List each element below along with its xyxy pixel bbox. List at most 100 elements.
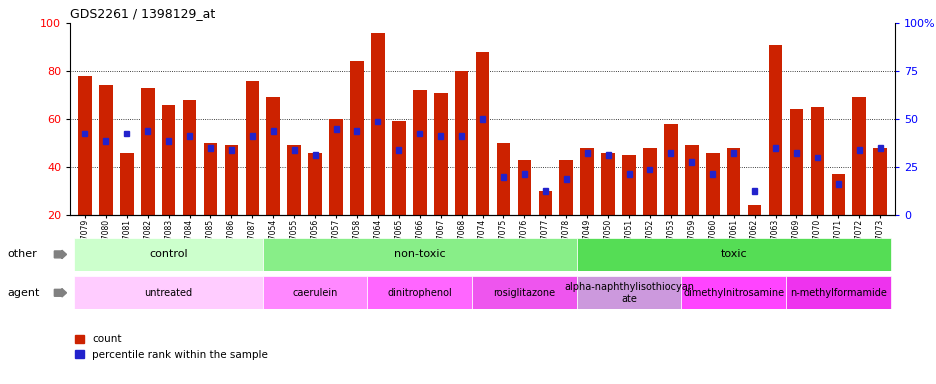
Bar — [517, 160, 531, 215]
Bar — [271, 128, 275, 134]
Bar — [187, 133, 192, 139]
Bar — [542, 188, 548, 194]
Bar — [726, 148, 739, 215]
Bar — [250, 133, 255, 139]
Bar — [877, 145, 882, 151]
Bar — [577, 238, 890, 271]
Bar — [145, 128, 150, 134]
Bar — [642, 148, 656, 215]
Text: untreated: untreated — [144, 288, 193, 298]
Bar — [680, 276, 785, 309]
Bar — [228, 147, 234, 153]
Bar — [459, 133, 463, 139]
Bar — [872, 148, 886, 215]
Bar — [262, 276, 367, 309]
Bar — [563, 176, 568, 182]
Bar — [472, 276, 577, 309]
Bar — [371, 33, 385, 215]
Bar — [166, 138, 171, 144]
Bar — [433, 93, 447, 215]
Bar — [354, 128, 359, 134]
Bar — [852, 98, 865, 215]
Bar — [308, 152, 322, 215]
Bar — [78, 76, 92, 215]
Bar — [74, 276, 262, 309]
Text: n-methylformamide: n-methylformamide — [789, 288, 885, 298]
Bar — [367, 276, 472, 309]
Text: rosiglitazone: rosiglitazone — [493, 288, 555, 298]
Bar — [538, 191, 551, 215]
Bar — [684, 146, 698, 215]
Text: other: other — [7, 249, 37, 260]
Bar — [835, 181, 840, 187]
Bar — [605, 152, 610, 158]
Legend: count, percentile rank within the sample: count, percentile rank within the sample — [76, 334, 268, 359]
Bar — [287, 146, 300, 215]
Bar — [454, 71, 468, 215]
Bar — [752, 188, 756, 194]
Bar — [120, 152, 134, 215]
Text: agent: agent — [7, 288, 40, 298]
Text: GDS2261 / 1398129_at: GDS2261 / 1398129_at — [70, 7, 215, 20]
Bar — [647, 167, 651, 172]
Bar — [82, 131, 87, 136]
Bar — [479, 116, 485, 122]
Bar — [140, 88, 154, 215]
Bar — [521, 171, 526, 177]
Text: caerulein: caerulein — [292, 288, 338, 298]
Bar — [266, 98, 280, 215]
Bar — [438, 133, 443, 139]
Bar — [768, 45, 782, 215]
Bar — [333, 126, 338, 131]
Bar — [559, 160, 573, 215]
Bar — [475, 52, 489, 215]
Bar — [601, 152, 614, 215]
Bar — [313, 152, 317, 158]
Bar — [496, 143, 510, 215]
Text: control: control — [149, 249, 188, 260]
Bar — [667, 150, 673, 156]
Bar — [501, 174, 505, 180]
Bar — [124, 131, 129, 136]
Bar — [103, 138, 109, 144]
Bar — [747, 205, 761, 215]
Bar — [375, 119, 380, 124]
Bar — [626, 171, 631, 177]
Bar — [396, 147, 401, 153]
Bar — [810, 107, 824, 215]
Bar — [99, 86, 112, 215]
Bar — [785, 276, 890, 309]
Text: alpha-naphthylisothiocyan
ate: alpha-naphthylisothiocyan ate — [563, 282, 694, 304]
Bar — [203, 143, 217, 215]
Bar — [705, 152, 719, 215]
Bar — [74, 238, 262, 271]
Text: non-toxic: non-toxic — [393, 249, 446, 260]
Bar — [577, 276, 680, 309]
Bar — [245, 81, 259, 215]
Bar — [856, 147, 861, 153]
Bar — [793, 150, 798, 156]
Bar — [709, 171, 714, 177]
Bar — [664, 124, 677, 215]
Bar — [162, 104, 175, 215]
Bar — [183, 100, 197, 215]
Text: dinitrophenol: dinitrophenol — [387, 288, 452, 298]
Bar — [208, 145, 212, 151]
Bar — [417, 131, 422, 136]
Bar — [789, 109, 802, 215]
Text: toxic: toxic — [720, 249, 746, 260]
Bar — [689, 159, 694, 165]
Bar — [730, 150, 736, 156]
Bar — [814, 155, 819, 161]
Bar — [262, 238, 577, 271]
Bar — [622, 155, 636, 215]
Bar — [329, 119, 343, 215]
Bar — [413, 90, 426, 215]
Bar — [225, 146, 238, 215]
Bar — [830, 174, 844, 215]
Text: dimethylnitrosamine: dimethylnitrosamine — [682, 288, 783, 298]
Bar — [772, 145, 777, 151]
Bar — [291, 147, 297, 153]
Bar — [350, 61, 363, 215]
Bar — [391, 121, 405, 215]
